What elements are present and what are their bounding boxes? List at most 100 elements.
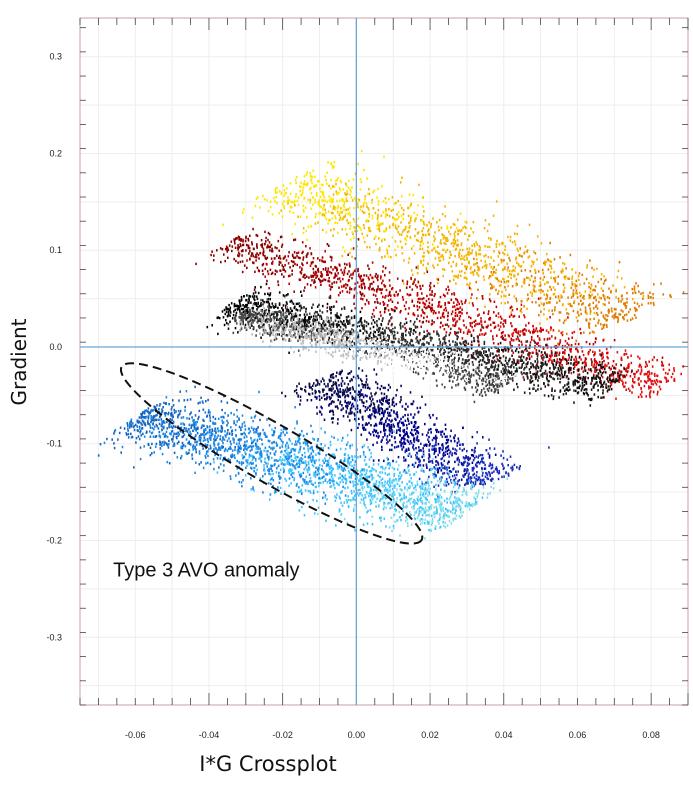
scatter-point — [420, 259, 422, 263]
scatter-point — [490, 329, 492, 333]
scatter-point — [564, 370, 566, 374]
scatter-point — [575, 316, 578, 319]
scatter-point — [279, 261, 282, 264]
scatter-point — [267, 312, 269, 316]
scatter-point — [349, 214, 351, 217]
scatter-point — [413, 304, 415, 308]
scatter-point — [300, 185, 302, 188]
scatter-point — [496, 368, 498, 371]
scatter-point — [465, 340, 468, 343]
scatter-point — [431, 290, 433, 293]
scatter-point — [271, 271, 274, 274]
scatter-point — [310, 179, 312, 182]
scatter-point — [338, 187, 341, 190]
scatter-point — [541, 361, 544, 365]
scatter-point — [603, 396, 605, 399]
scatter-point — [490, 265, 493, 269]
scatter-point — [391, 287, 393, 291]
scatter-point — [269, 292, 272, 295]
scatter-point — [521, 354, 523, 357]
scatter-point — [469, 282, 471, 285]
scatter-point — [415, 238, 418, 242]
scatter-point — [537, 384, 540, 387]
scatter-point — [261, 269, 264, 272]
scatter-point — [673, 367, 675, 370]
scatter-point — [438, 304, 440, 307]
scatter-point — [631, 384, 634, 387]
scatter-point — [408, 327, 411, 330]
scatter-point — [538, 349, 540, 353]
scatter-point — [457, 380, 460, 384]
scatter-point — [517, 332, 520, 335]
scatter-point — [400, 233, 403, 236]
scatter-point — [621, 298, 624, 301]
scatter-point — [238, 254, 240, 258]
scatter-point — [636, 308, 638, 312]
scatter-point — [358, 273, 360, 276]
scatter-point — [571, 331, 574, 335]
scatter-point — [533, 366, 535, 369]
scatter-point — [379, 336, 382, 340]
scatter-point — [304, 316, 306, 319]
scatter-point — [488, 361, 490, 364]
scatter-point — [299, 215, 302, 218]
scatter-point — [492, 270, 495, 274]
scatter-point — [562, 283, 565, 286]
scatter-point — [422, 310, 424, 314]
scatter-point — [471, 321, 473, 325]
scatter-point — [343, 215, 345, 218]
scatter-point — [514, 240, 516, 243]
scatter-point — [407, 365, 410, 369]
scatter-point — [601, 376, 604, 379]
scatter-point — [572, 380, 575, 383]
scatter-point — [606, 364, 608, 367]
scatter-point — [295, 192, 297, 196]
scatter-point — [656, 359, 658, 362]
scatter-point — [559, 390, 561, 393]
scatter-point — [257, 269, 260, 272]
scatter-point — [251, 243, 253, 246]
scatter-point — [399, 325, 402, 328]
scatter-point — [372, 342, 375, 345]
scatter-point — [254, 270, 256, 273]
scatter-point — [271, 260, 274, 263]
scatter-point — [553, 292, 556, 296]
scatter-point — [294, 256, 297, 259]
scatter-point — [503, 253, 506, 256]
scatter-point — [629, 318, 632, 321]
scatter-point — [431, 303, 433, 307]
scatter-point — [566, 387, 568, 390]
scatter-point — [584, 379, 586, 383]
scatter-point — [320, 283, 322, 286]
scatter-point — [500, 280, 503, 283]
scatter-point — [395, 201, 397, 205]
scatter-point — [468, 284, 470, 287]
scatter-point — [422, 227, 425, 230]
scatter-point — [400, 357, 402, 361]
scatter-point — [627, 310, 630, 314]
scatter-point — [597, 363, 600, 367]
scatter-point — [345, 283, 347, 286]
scatter-point — [446, 367, 448, 370]
scatter-point — [564, 384, 566, 387]
scatter-point — [606, 351, 608, 355]
scatter-point — [271, 312, 274, 315]
scatter-point — [352, 273, 354, 276]
scatter-point — [341, 322, 344, 325]
scatter-point — [458, 256, 460, 259]
scatter-point — [667, 372, 669, 375]
scatter-point — [517, 263, 520, 266]
scatter-point — [436, 251, 439, 254]
scatter-point — [518, 366, 521, 369]
scatter-point — [511, 324, 513, 328]
scatter-point — [371, 276, 373, 279]
scatter-point — [478, 245, 481, 248]
scatter-point — [519, 330, 522, 333]
scatter-point — [290, 205, 292, 208]
scatter-point — [273, 257, 276, 260]
scatter-point — [329, 205, 332, 208]
scatter-point — [409, 354, 411, 357]
scatter-point — [477, 288, 479, 291]
scatter-point — [280, 245, 283, 248]
scatter-point — [587, 394, 589, 397]
